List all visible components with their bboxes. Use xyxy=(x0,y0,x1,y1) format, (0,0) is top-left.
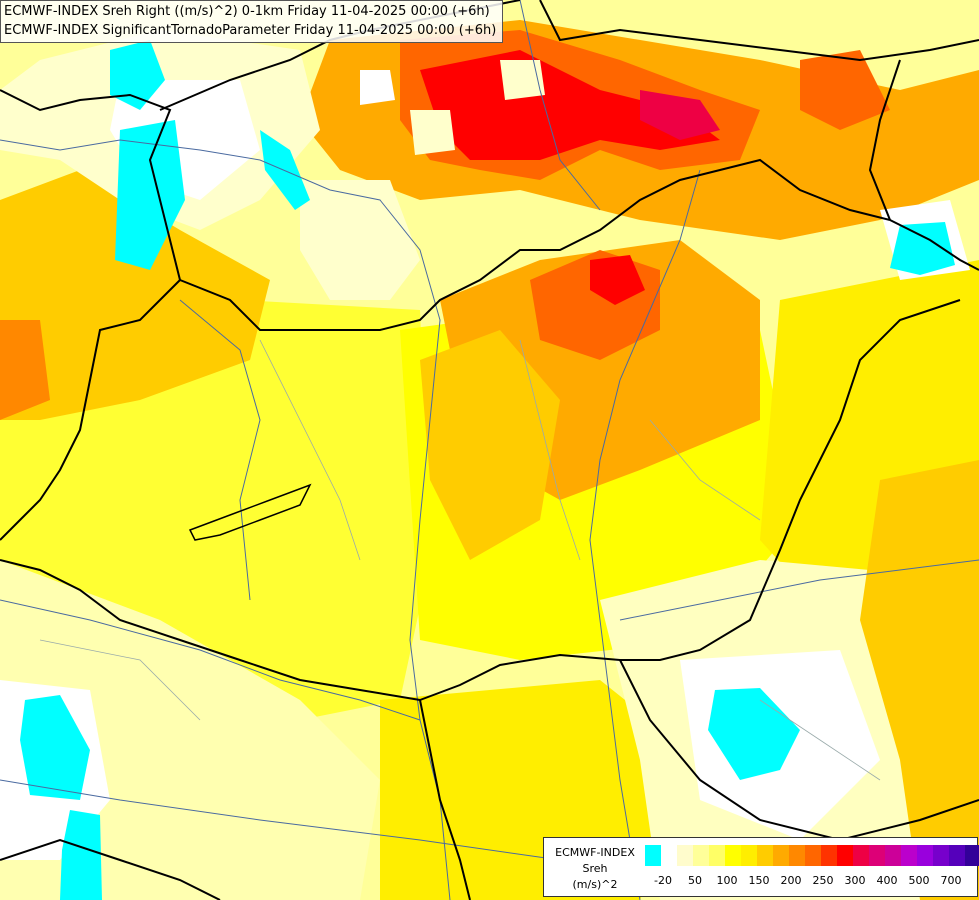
border-north-east xyxy=(868,59,901,221)
legend-variable-name: Sreh xyxy=(582,862,608,875)
legend-tick-label: 500 xyxy=(908,874,930,887)
border-austria-hungary xyxy=(0,279,181,541)
legend-swatch xyxy=(965,845,979,866)
legend-swatch xyxy=(805,845,821,866)
region-line-1 xyxy=(259,339,361,561)
legend-swatch xyxy=(741,845,757,866)
region-line-4 xyxy=(39,639,201,721)
field-cyan-3 xyxy=(260,130,310,210)
legend-swatch xyxy=(917,845,933,866)
border-poland xyxy=(539,0,979,62)
border-hungary-croatia xyxy=(0,559,421,701)
river-drava xyxy=(0,599,421,721)
legend-swatch xyxy=(677,845,693,866)
legend-tick-label: 700 xyxy=(940,874,962,887)
legend-swatch xyxy=(709,845,725,866)
legend-swatch xyxy=(661,845,677,866)
field-cyan-4 xyxy=(890,222,955,275)
border-slovenia-croatia xyxy=(0,838,221,900)
river-danube xyxy=(0,139,451,900)
field-white-patch-3 xyxy=(500,60,545,100)
legend-swatch xyxy=(885,845,901,866)
border-austria-czechia xyxy=(0,89,181,281)
legend-swatch xyxy=(773,845,789,866)
field-red-northeast xyxy=(800,50,890,130)
legend-swatch xyxy=(933,845,949,866)
field-orange-west-strong xyxy=(0,320,50,420)
river-tisza xyxy=(589,169,701,900)
color-legend: ECMWF-INDEX Sreh (m/s)^2 -20 50 100 150 200 2… xyxy=(543,837,979,897)
legend-tick-label: 200 xyxy=(780,874,802,887)
legend-swatch xyxy=(789,845,805,866)
legend-swatch xyxy=(693,845,709,866)
field-pale-valley xyxy=(300,180,420,300)
river-west xyxy=(179,299,261,601)
border-hungary-romania xyxy=(620,299,961,661)
title-stp: ECMWF-INDEX SignificantTornadoParameter … xyxy=(4,23,497,38)
legend-swatch xyxy=(757,845,773,866)
region-lines xyxy=(39,339,881,781)
map-title-box: ECMWF-INDEX Sreh Right ((m/s)^2) 0-1km F… xyxy=(0,0,503,43)
lake-balaton xyxy=(188,483,312,541)
border-croatia-serbia xyxy=(419,699,471,900)
legend-swatch xyxy=(949,845,965,866)
legend-tick-label: 50 xyxy=(688,874,702,887)
region-line-5 xyxy=(759,699,881,781)
legend-tick-label: 300 xyxy=(844,874,866,887)
region-line-3 xyxy=(649,419,761,521)
field-cyan-6 xyxy=(20,695,90,800)
river-morava xyxy=(519,0,601,211)
legend-tick-label: 250 xyxy=(812,874,834,887)
field-orange-southeast xyxy=(860,460,979,900)
legend-swatch xyxy=(645,845,661,866)
field-cyan-1 xyxy=(110,40,165,110)
field-magenta-core xyxy=(640,90,720,140)
legend-swatch xyxy=(869,845,885,866)
legend-swatch xyxy=(821,845,837,866)
border-slovakia-hungary xyxy=(179,158,891,331)
legend-swatch xyxy=(901,845,917,866)
legend-ticks: -20 50 100 150 200 250 300 400 500 700 xyxy=(645,874,979,890)
legend-swatches xyxy=(645,845,979,866)
legend-model-name: ECMWF-INDEX xyxy=(555,846,635,859)
field-cyan-7 xyxy=(60,810,102,900)
border-serbia-romania xyxy=(619,659,979,842)
legend-tick-label: 400 xyxy=(876,874,898,887)
legend-unit: (m/s)^2 xyxy=(572,878,618,891)
field-orange-west xyxy=(0,170,270,420)
river-mures xyxy=(619,559,979,621)
legend-swatch xyxy=(725,845,741,866)
region-line-2 xyxy=(519,339,581,561)
title-sreh: ECMWF-INDEX Sreh Right ((m/s)^2) 0-1km F… xyxy=(4,4,490,19)
legend-tick-label: 150 xyxy=(748,874,770,887)
legend-swatch xyxy=(837,845,853,866)
field-white-patch-2 xyxy=(410,110,455,155)
field-red-core xyxy=(420,50,720,160)
field-orange-mid xyxy=(420,330,560,560)
border-hungary-ukraine xyxy=(889,219,979,271)
field-white-patch-1 xyxy=(360,70,395,105)
legend-swatch xyxy=(853,845,869,866)
border-hungary-serbia xyxy=(419,653,621,701)
field-red-central-core xyxy=(590,255,645,305)
legend-tick-label: -20 xyxy=(654,874,672,887)
legend-tick-label: 100 xyxy=(716,874,738,887)
